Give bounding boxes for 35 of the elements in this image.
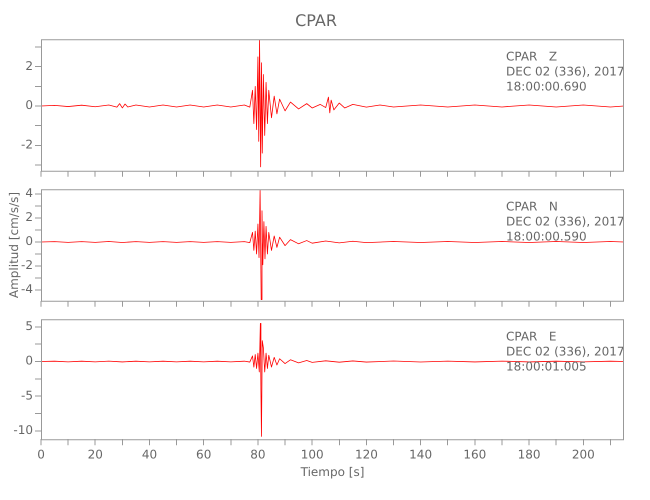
x-tick-label: 40	[142, 448, 158, 462]
chart-title: CPAR	[295, 10, 337, 30]
y-tick-label: -5	[21, 388, 33, 402]
x-tick-label: 60	[196, 448, 212, 462]
annotation: 18:00:00.690	[506, 79, 587, 94]
annotation: CPAR E	[506, 329, 556, 344]
x-tick-label: 140	[409, 448, 432, 462]
x-tick-label: 100	[300, 448, 324, 462]
y-tick-label: -4	[21, 282, 33, 296]
x-tick-label: 200	[572, 448, 595, 462]
x-axis-title: Tiempo [s]	[300, 464, 364, 479]
annotation: DEC 02 (336), 2017	[506, 64, 625, 78]
x-tick-label: 160	[463, 448, 486, 462]
y-axis-title: Amplitud [cm/s/s]	[7, 192, 22, 298]
annotation: CPAR N	[506, 199, 558, 214]
y-tick-label: 2	[25, 58, 33, 73]
y-tick-label: 0	[25, 234, 33, 248]
y-tick-label: -10	[13, 423, 33, 437]
annotation: DEC 02 (336), 2017	[506, 344, 625, 358]
x-tick-label: 80	[250, 448, 266, 462]
y-tick-label: -2	[21, 258, 33, 272]
x-tick-label: 180	[518, 448, 541, 462]
annotation: 18:00:01.005	[506, 359, 587, 374]
y-tick-label: 4	[25, 186, 33, 200]
annotation: CPAR Z	[506, 49, 558, 64]
y-tick-label: 2	[25, 210, 33, 224]
y-tick-label: 0	[25, 98, 33, 112]
annotation: DEC 02 (336), 2017	[506, 214, 625, 228]
y-tick-label: 5	[25, 318, 33, 333]
x-tick-label: 20	[88, 448, 103, 462]
x-tick-label: 120	[354, 448, 378, 462]
x-tick-label: 0	[37, 448, 45, 462]
y-tick-label: 0	[25, 354, 33, 368]
y-tick-label: -2	[21, 137, 33, 152]
annotation: 18:00:00.590	[506, 229, 587, 244]
